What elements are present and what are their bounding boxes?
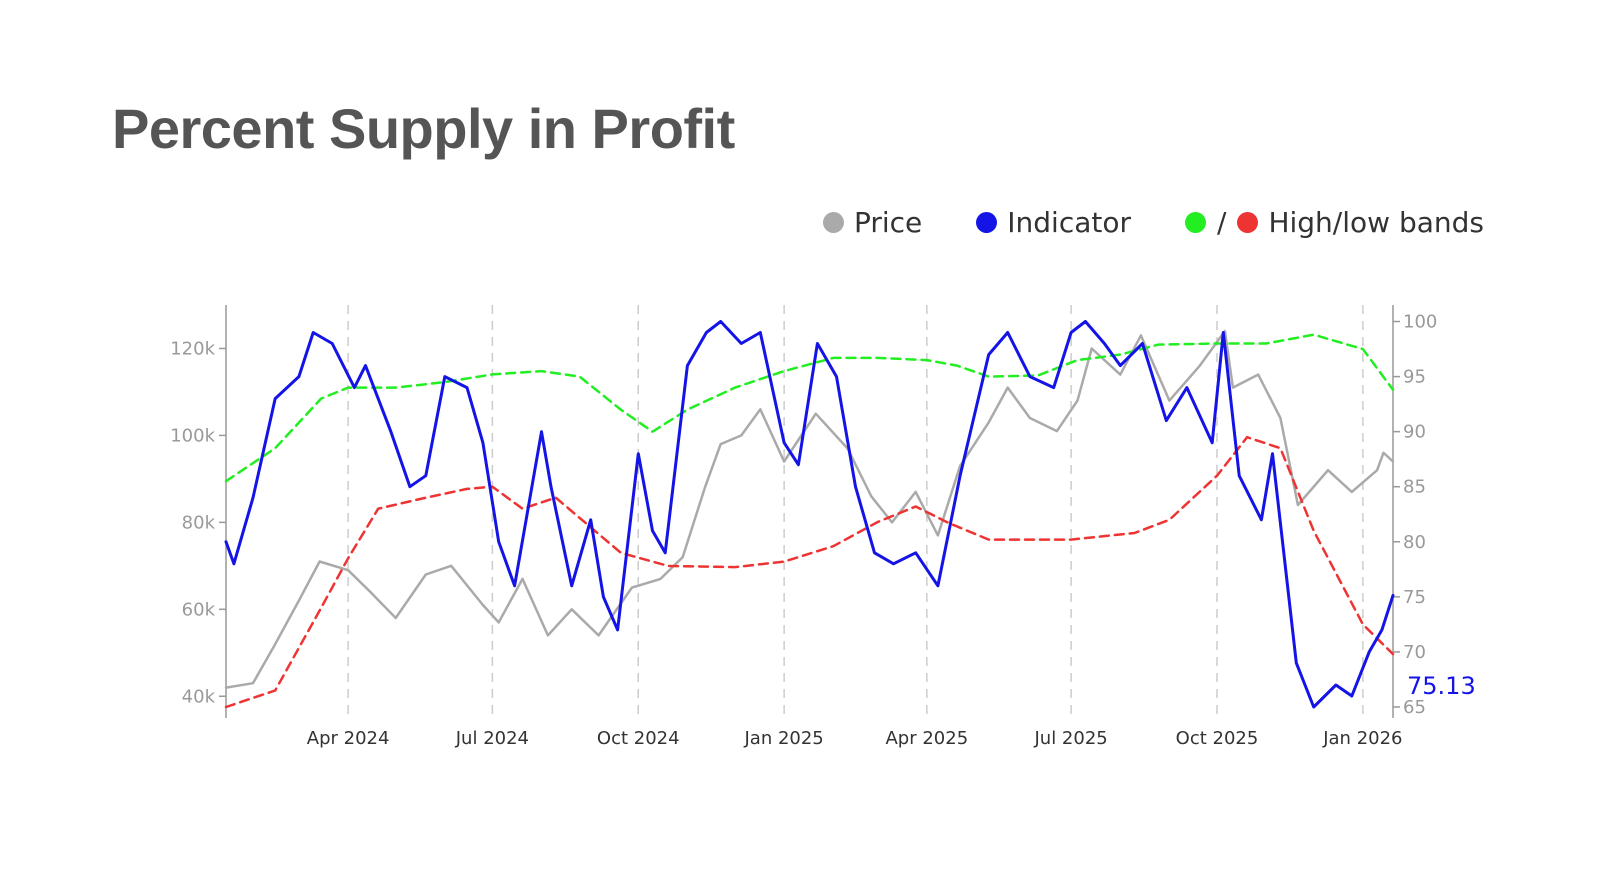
indicator-swatch-icon [976, 212, 998, 233]
y-right-tick-label: 95 [1403, 367, 1426, 388]
legend-label-indicator: Indicator [1007, 206, 1132, 239]
y-right-tick-label: 80 [1403, 532, 1426, 553]
y-right-tick-label: 100 [1403, 312, 1437, 333]
x-tick-label: Apr 2024 [307, 728, 390, 749]
legend: Price Indicator / High/low bands [822, 206, 1484, 239]
y-right-tick-label: 65 [1403, 697, 1426, 718]
low-band-swatch-icon [1237, 212, 1259, 233]
legend-item-indicator[interactable]: Indicator [976, 206, 1131, 239]
y-right-tick-label: 70 [1403, 642, 1426, 663]
high-band-line [224, 333, 1395, 483]
y-right-tick-label: 90 [1403, 422, 1426, 443]
legend-label-price: Price [853, 206, 923, 239]
y-left-tick-label: 80k [182, 512, 216, 533]
legend-item-price[interactable]: Price [822, 206, 923, 239]
y-left-tick-label: 60k [182, 599, 216, 620]
price-swatch-icon [822, 212, 844, 233]
legend-label-bands: High/low bands [1268, 206, 1484, 239]
y-left-tick-label: 120k [170, 338, 215, 359]
x-tick-label: Jan 2026 [1322, 728, 1402, 749]
chart-title: Percent Supply in Profit [112, 97, 735, 160]
indicator-line [224, 320, 1395, 709]
x-tick-label: Jul 2025 [1033, 728, 1107, 749]
low-band-line [224, 435, 1395, 709]
y-right-tick-label: 75 [1403, 587, 1426, 608]
latest-value-label: 75.13 [1407, 672, 1476, 700]
x-tick-label: Jul 2024 [455, 728, 529, 749]
x-tick-label: Oct 2025 [1176, 728, 1259, 749]
legend-slash: / [1217, 206, 1227, 239]
y-right-tick-label: 85 [1403, 477, 1426, 498]
x-tick-label: Oct 2024 [597, 728, 680, 749]
legend-item-bands[interactable]: / High/low bands [1185, 206, 1484, 239]
y-left-tick-label: 100k [170, 425, 215, 446]
high-band-swatch-icon [1185, 212, 1207, 233]
x-tick-label: Jan 2025 [743, 728, 823, 749]
x-tick-label: Apr 2025 [885, 728, 968, 749]
y-left-tick-label: 40k [182, 686, 216, 707]
